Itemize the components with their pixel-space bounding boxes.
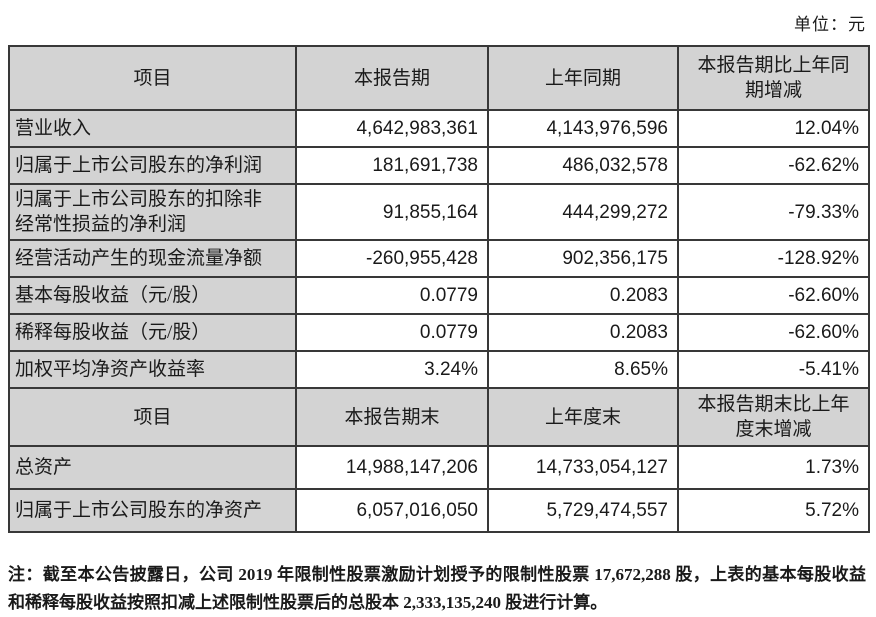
row-current-value: 14,988,147,206 — [295, 445, 489, 490]
row-change-value: -62.62% — [677, 146, 870, 185]
financial-summary-table: 项目 本报告期 上年同期 本报告期比上年同 期增减 营业收入 4,642,983… — [8, 45, 870, 533]
row-change-value: 5.72% — [677, 488, 870, 533]
unit-label: 单位：元 — [794, 15, 866, 34]
row-prior-value: 486,032,578 — [487, 146, 679, 185]
row-change-value: -62.60% — [677, 276, 870, 315]
footnote: 注：截至本公告披露日，公司 2019 年限制性股票激励计划授予的限制性股票 17… — [8, 565, 866, 612]
row-change-value: -5.41% — [677, 350, 870, 389]
row-label: 营业收入 — [8, 109, 297, 148]
section1-header-current-period: 本报告期 — [295, 45, 489, 111]
section2-header-prior-year-end: 上年度末 — [487, 387, 679, 447]
row-label: 归属于上市公司股东的净利润 — [8, 146, 297, 185]
row-current-value: 0.0779 — [295, 313, 489, 352]
row-current-value: 91,855,164 — [295, 183, 489, 241]
section1-header-item: 项目 — [8, 45, 297, 111]
table-row-diluted-eps: 稀释每股收益（元/股） 0.0779 0.2083 -62.60% — [8, 313, 870, 352]
row-change-value: 12.04% — [677, 109, 870, 148]
section1-header-prior-period: 上年同期 — [487, 45, 679, 111]
row-prior-value: 8.65% — [487, 350, 679, 389]
section1-header-row: 项目 本报告期 上年同期 本报告期比上年同 期增减 — [8, 45, 870, 111]
row-label: 经营活动产生的现金流量净额 — [8, 239, 297, 278]
row-label: 总资产 — [8, 445, 297, 490]
row-prior-value: 444,299,272 — [487, 183, 679, 241]
row-prior-value: 902,356,175 — [487, 239, 679, 278]
row-prior-value: 5,729,474,557 — [487, 488, 679, 533]
section2-header-change: 本报告期末比上年 度末增减 — [677, 387, 870, 447]
row-prior-value: 0.2083 — [487, 276, 679, 315]
table-row-net-profit: 归属于上市公司股东的净利润 181,691,738 486,032,578 -6… — [8, 146, 870, 185]
section2-header-item: 项目 — [8, 387, 297, 447]
row-current-value: 3.24% — [295, 350, 489, 389]
row-label: 加权平均净资产收益率 — [8, 350, 297, 389]
row-current-value: -260,955,428 — [295, 239, 489, 278]
section2-header-period-end: 本报告期末 — [295, 387, 489, 447]
row-label: 基本每股收益（元/股） — [8, 276, 297, 315]
row-current-value: 181,691,738 — [295, 146, 489, 185]
row-change-value: -62.60% — [677, 313, 870, 352]
table-row-operating-revenue: 营业收入 4,642,983,361 4,143,976,596 12.04% — [8, 109, 870, 148]
row-label: 稀释每股收益（元/股） — [8, 313, 297, 352]
table-row-net-assets: 归属于上市公司股东的净资产 6,057,016,050 5,729,474,55… — [8, 488, 870, 533]
row-prior-value: 14,733,054,127 — [487, 445, 679, 490]
row-prior-value: 4,143,976,596 — [487, 109, 679, 148]
row-current-value: 6,057,016,050 — [295, 488, 489, 533]
row-label: 归属于上市公司股东的净资产 — [8, 488, 297, 533]
row-current-value: 4,642,983,361 — [295, 109, 489, 148]
row-change-value: -128.92% — [677, 239, 870, 278]
row-prior-value: 0.2083 — [487, 313, 679, 352]
row-change-value: -79.33% — [677, 183, 870, 241]
row-label: 归属于上市公司股东的扣除非 经常性损益的净利润 — [8, 183, 297, 241]
section2-header-row: 项目 本报告期末 上年度末 本报告期末比上年 度末增减 — [8, 387, 870, 447]
table-row-net-profit-excl-nonrecurring: 归属于上市公司股东的扣除非 经常性损益的净利润 91,855,164 444,2… — [8, 183, 870, 241]
table-row-weighted-avg-roe: 加权平均净资产收益率 3.24% 8.65% -5.41% — [8, 350, 870, 389]
table-row-total-assets: 总资产 14,988,147,206 14,733,054,127 1.73% — [8, 445, 870, 490]
section1-header-change: 本报告期比上年同 期增减 — [677, 45, 870, 111]
row-current-value: 0.0779 — [295, 276, 489, 315]
table-row-basic-eps: 基本每股收益（元/股） 0.0779 0.2083 -62.60% — [8, 276, 870, 315]
table-row-operating-cash-flow: 经营活动产生的现金流量净额 -260,955,428 902,356,175 -… — [8, 239, 870, 278]
row-change-value: 1.73% — [677, 445, 870, 490]
